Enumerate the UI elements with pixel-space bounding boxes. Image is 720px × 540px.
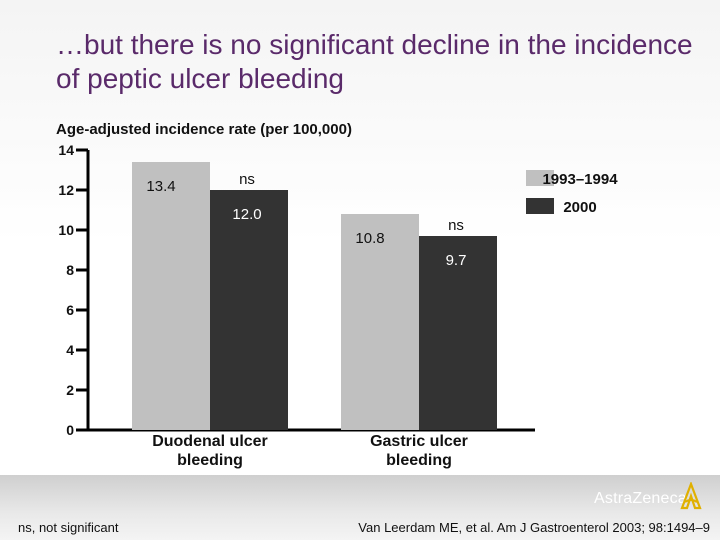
data-label: 10.8 (355, 230, 384, 247)
bar (341, 214, 419, 430)
y-tick-label: 2 (66, 382, 74, 398)
significance-label: ns (448, 217, 464, 234)
category-label: bleeding (386, 452, 452, 469)
astrazeneca-logo: AstraZeneca (594, 482, 706, 512)
legend-swatch (526, 198, 554, 214)
logo-swirl-icon (680, 482, 702, 510)
bar (210, 190, 288, 430)
y-tick-label: 10 (58, 222, 74, 238)
data-label: 13.4 (146, 178, 175, 195)
legend-label: 1993–1994 (542, 171, 618, 188)
y-tick-label: 12 (58, 182, 74, 198)
citation: Van Leerdam ME, et al. Am J Gastroentero… (358, 520, 710, 535)
y-tick-label: 14 (58, 142, 74, 158)
y-tick-label: 0 (66, 422, 74, 438)
logo-text: AstraZeneca (594, 490, 687, 507)
category-label: bleeding (177, 452, 243, 469)
y-tick-label: 6 (66, 302, 74, 318)
bar (419, 236, 497, 430)
data-label: 12.0 (232, 206, 261, 223)
legend-swatch (526, 170, 554, 186)
legend-label: 2000 (563, 199, 596, 216)
category-label: Duodenal ulcer (152, 433, 268, 450)
y-tick-label: 4 (66, 342, 74, 358)
slide-title: …but there is no significant decline in … (56, 29, 693, 94)
y-axis-label: Age-adjusted incidence rate (per 100,000… (56, 121, 352, 138)
data-label: 9.7 (446, 252, 467, 269)
bar-chart: 0 2 4 6 8 10 12 14 13.4 12.0 ns Duodenal ulcer blee… (58, 142, 618, 469)
category-label: Gastric ulcer (370, 433, 468, 450)
significance-label: ns (239, 171, 255, 188)
bar (132, 162, 210, 430)
footnote: ns, not significant (18, 520, 119, 535)
y-tick-label: 8 (66, 262, 74, 278)
footer-band (0, 475, 720, 540)
